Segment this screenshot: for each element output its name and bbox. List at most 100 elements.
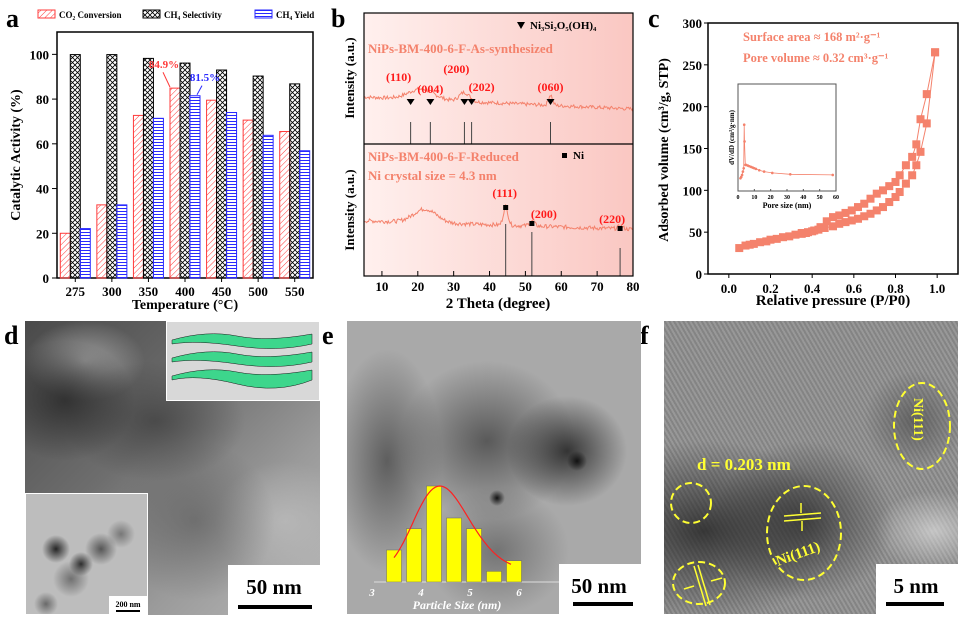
x-tick-label: 1.0 [929,281,945,296]
adsorption-point [922,119,931,128]
peak-marker [426,99,435,105]
desorption-point [872,189,881,198]
x-tick-label: 500 [248,284,268,299]
annotation-pore-volume: Pore volume ≈ 0.32 cm³·g⁻¹ [743,51,889,65]
adsorption-point [820,223,829,232]
y-tick-label: 250 [683,58,703,73]
bar-co2-conversion [279,131,291,279]
x-tick-label: 350 [139,284,159,299]
legend-marker-square [562,153,567,158]
desorption-point [847,206,856,215]
histogram-x-tick-label: 6 [516,587,522,599]
peak-label: (202) [469,80,495,94]
adsorption-point [841,218,850,227]
adsorption-point [749,239,758,248]
inset-x-tick-label: 10 [751,195,757,201]
desorption-point [895,171,904,180]
adsorption-point [872,206,881,215]
peak-marker [503,205,509,210]
bar-ch4-yield [299,150,311,279]
y-tick-label: 100 [683,183,703,198]
inset-layered-structure [166,321,320,401]
annotation-ch4-yield: 81.5% [190,72,220,84]
peak-marker [546,99,555,105]
desorption-point [885,182,894,191]
desorption-point [829,213,837,222]
y-axis-title-bottom: Intensity (a.u.) [342,169,357,250]
bar-ch4-selectivity [252,75,264,279]
annotation-co2: 84.9% [149,59,179,71]
bar-ch4-yield [79,228,91,279]
peak-label: (060) [538,80,564,94]
inset-scalebar-line [116,610,140,612]
adsorption-point [772,234,781,243]
desorption-point [804,228,812,237]
x-tick-label: 70 [591,279,604,294]
lattice-label-2: Ni(111) [774,539,823,570]
inset-x-axis-title: Pore size (nm) [763,201,812,210]
y-tick-label: 0 [696,267,703,282]
scalebar-label: 50 nm [571,574,627,598]
x-tick-label: 10 [375,279,388,294]
panel-letter-f: f [640,321,649,350]
inset-x-tick-label: 50 [817,195,823,201]
inset-psd-point [788,172,792,176]
x-tick-label: 0.4 [804,281,821,296]
x-tick-label: 0.2 [762,281,778,296]
desorption-point [822,217,831,226]
adsorption-point [779,233,787,242]
bar-co2-conversion [132,114,144,279]
inset-frame [737,83,837,192]
adsorption-point [847,216,856,225]
xrd-pattern-as-synthesized [363,86,634,112]
inset-psd-point [754,167,758,171]
histogram-bar [446,517,462,583]
annotation-arrow [162,72,171,88]
adsorption-point [879,203,887,212]
x-tick-label: 30 [447,279,460,294]
y-tick-label: 200 [683,100,703,115]
bar-ch4-selectivity [216,69,228,279]
desorption-point [931,48,940,57]
x-axis-title: 2 Theta (degree) [446,296,550,312]
sheet-layer-1 [171,333,313,349]
histogram-bar [426,485,442,583]
histogram-bar [406,528,422,583]
bar-ch4-selectivity [106,54,118,279]
inset-y-axis-title: dV/dD (cm³/g·nm) [728,109,736,164]
adsorption-point [860,212,869,221]
legend-label: Ni₃Si₂O₅(OH)₄ [530,20,597,32]
peak-label: (111) [492,186,517,200]
y-tick-label: 40 [36,182,49,197]
tem-image-e: 3 4 5 6 Particle Size (nm) 50 nm [347,321,641,614]
desorption-point [860,199,869,208]
scalebar-label: 50 nm [246,575,302,599]
adsorption-point [741,241,750,250]
chart-catalytic-activity: CO₂ Conversion CH₄ Selectivity CH₄ Yield 0… [9,9,314,313]
particle-outline-4 [672,561,726,605]
histogram-bar [386,549,402,583]
gaussian-fit-curve [393,485,512,565]
adsorption-point [854,214,862,223]
inset-x-tick-label: 60 [833,195,839,201]
adsorption-point [866,209,875,218]
bar-co2-conversion [169,87,181,279]
bar-ch4-yield [226,112,238,279]
y-tick-label: 0 [43,271,50,286]
peak-label: (220) [599,212,625,226]
hrtem-image-f: d = 0.203 nm Ni(111) Ni(111) 5 nm [664,321,958,614]
inset-x-tick-label: 30 [784,195,790,201]
inset-psd-point [762,170,766,173]
desorption-point [916,115,925,124]
adsorption-point [891,193,900,202]
y-tick-label: 300 [683,16,703,31]
peak-marker [617,226,623,231]
bar-ch4-yield [116,204,128,279]
bar-ch4-selectivity [69,54,81,279]
sheet-layer-2 [171,351,313,367]
y-axis-title: Adsorbed volume (cm³/g, STP) [657,58,672,242]
inset-x-tick-label: 20 [768,195,774,201]
annotation-arrow [196,85,203,95]
peak-label: (110) [386,70,411,84]
